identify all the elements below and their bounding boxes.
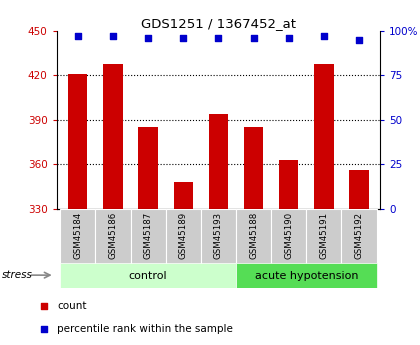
Bar: [60, 263, 236, 288]
Point: [215, 36, 222, 41]
Text: GSM45188: GSM45188: [249, 211, 258, 259]
Bar: [173, 182, 193, 209]
Bar: [103, 63, 123, 209]
Text: percentile rank within the sample: percentile rank within the sample: [57, 324, 233, 334]
Text: GSM45184: GSM45184: [74, 211, 82, 259]
Bar: [314, 63, 333, 209]
Bar: [139, 127, 158, 209]
Text: GSM45187: GSM45187: [144, 211, 152, 259]
Point: [41, 326, 47, 332]
Point: [320, 33, 327, 39]
Bar: [306, 209, 341, 264]
Point: [110, 33, 116, 39]
Point: [285, 36, 292, 41]
Text: acute hypotension: acute hypotension: [255, 271, 358, 280]
Point: [41, 303, 47, 308]
Point: [145, 36, 152, 41]
Bar: [68, 74, 87, 209]
Text: GSM45193: GSM45193: [214, 212, 223, 259]
Point: [356, 37, 362, 43]
Point: [74, 33, 81, 39]
Text: GSM45189: GSM45189: [179, 212, 188, 259]
Bar: [341, 209, 377, 264]
Text: GSM45190: GSM45190: [284, 212, 293, 259]
Bar: [209, 114, 228, 209]
Bar: [279, 160, 298, 209]
Text: GSM45191: GSM45191: [319, 212, 328, 259]
Bar: [271, 209, 306, 264]
Bar: [201, 209, 236, 264]
Text: count: count: [57, 300, 87, 310]
Title: GDS1251 / 1367452_at: GDS1251 / 1367452_at: [141, 17, 296, 30]
Bar: [95, 209, 131, 264]
Bar: [236, 209, 271, 264]
Bar: [165, 209, 201, 264]
Point: [180, 36, 186, 41]
Bar: [236, 263, 377, 288]
Text: GSM45186: GSM45186: [108, 211, 118, 259]
Bar: [60, 209, 95, 264]
Text: stress: stress: [2, 270, 33, 280]
Point: [250, 36, 257, 41]
Bar: [349, 170, 369, 209]
Bar: [131, 209, 165, 264]
Bar: [244, 127, 263, 209]
Text: GSM45192: GSM45192: [354, 212, 363, 259]
Text: control: control: [129, 271, 168, 280]
